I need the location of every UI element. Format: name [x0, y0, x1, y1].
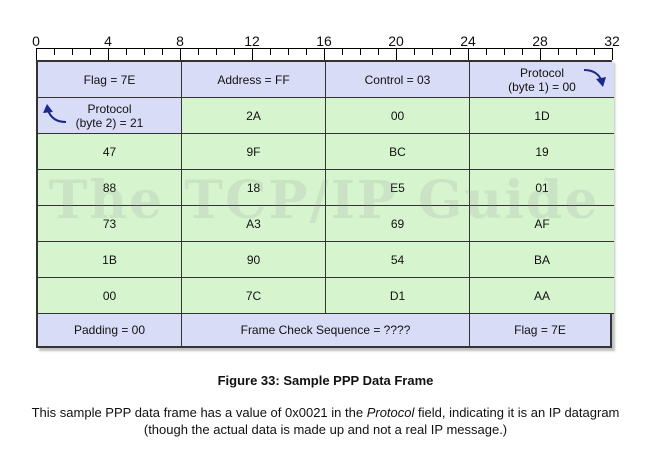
end-flag-field: Flag = 7E [470, 314, 610, 346]
ruler-label-32: 32 [604, 33, 620, 49]
address-field: Address = FF [182, 62, 326, 98]
data-cell: 01 [470, 170, 614, 206]
ruler-tick [270, 48, 271, 55]
ruler-tick [72, 48, 73, 55]
data-cell: 47 [38, 134, 182, 170]
ppp-frame: Flag = 7E Address = FF Control = 03 Prot… [36, 60, 614, 348]
ruler-label-0: 0 [32, 33, 40, 49]
data-cell: 19 [470, 134, 614, 170]
ruler-label-24: 24 [460, 33, 476, 49]
ruler-tick [522, 48, 523, 55]
bit-ruler: 0 4 8 12 16 20 24 28 32 [0, 0, 651, 60]
data-cell: 1B [38, 242, 182, 278]
ruler-tick [486, 48, 487, 55]
data-cell: 2A [182, 98, 326, 134]
data-cell: 9F [182, 134, 326, 170]
data-cell: AF [470, 206, 614, 242]
ruler-label-8: 8 [176, 33, 184, 49]
ruler-tick [540, 48, 541, 60]
data-cell: 18 [182, 170, 326, 206]
ruler-tick [252, 48, 253, 60]
data-cell: BA [470, 242, 614, 278]
protocol-byte2-label: Protocol [87, 101, 132, 116]
protocol-byte2-field: Protocol (byte 2) = 21 [38, 98, 182, 134]
data-cell: 90 [182, 242, 326, 278]
protocol-byte1-field: Protocol (byte 1) = 00 [470, 62, 614, 98]
protocol-byte1-label: Protocol [519, 65, 565, 80]
caption-text-2: field, indicating it is an IP datagram (… [143, 405, 620, 437]
curved-arrow-up-icon [43, 104, 67, 123]
ruler-label-16: 16 [316, 33, 332, 49]
figure-caption: This sample PPP data frame has a value o… [30, 404, 621, 438]
ruler-tick [342, 48, 343, 55]
protocol-byte1-value: (byte 1) = 00 [508, 79, 576, 94]
ruler-tick [612, 48, 613, 60]
ruler-tick [504, 48, 505, 55]
protocol-byte2-value: (byte 2) = 21 [75, 115, 144, 130]
data-cell: BC [326, 134, 470, 170]
ruler-label-20: 20 [388, 33, 404, 49]
ruler-tick [576, 48, 577, 55]
ruler-tick [288, 48, 289, 55]
data-cell: 73 [38, 206, 182, 242]
ruler-label-12: 12 [244, 33, 260, 49]
data-cell: AA [470, 278, 614, 314]
ruler-tick [594, 48, 595, 55]
ruler-tick [468, 48, 469, 60]
ruler-tick [360, 48, 361, 55]
data-cell: 1D [470, 98, 614, 134]
ruler-tick [306, 48, 307, 55]
ruler-tick [216, 48, 217, 55]
ruler-tick [36, 48, 37, 60]
ruler-tick [162, 48, 163, 55]
ruler-tick [378, 48, 379, 55]
flag-field: Flag = 7E [38, 62, 182, 98]
ruler-tick [432, 48, 433, 55]
data-cell: 88 [38, 170, 182, 206]
ruler-tick [234, 48, 235, 55]
padding-field: Padding = 00 [38, 314, 182, 346]
ruler-tick [108, 48, 109, 60]
ruler-tick [180, 48, 181, 60]
ruler-tick [396, 48, 397, 60]
control-field: Control = 03 [326, 62, 470, 98]
figure-title: Figure 33: Sample PPP Data Frame [217, 373, 434, 388]
data-cell: 00 [38, 278, 182, 314]
caption-italic: Protocol [366, 405, 415, 420]
ruler-label-28: 28 [532, 33, 548, 49]
fcs-field: Frame Check Sequence = ???? [182, 314, 470, 346]
ruler-tick [450, 48, 451, 55]
data-cell: D1 [326, 278, 470, 314]
caption-text-1: This sample PPP data frame has a value o… [31, 405, 367, 420]
ruler-tick [324, 48, 325, 60]
data-cell: A3 [182, 206, 326, 242]
ruler-label-4: 4 [104, 33, 112, 49]
ruler-tick [90, 48, 91, 55]
ruler-tick [54, 48, 55, 55]
data-cell: E5 [326, 170, 470, 206]
ruler-tick [144, 48, 145, 55]
ruler-tick [558, 48, 559, 55]
data-cell: 00 [326, 98, 470, 134]
ruler-tick [198, 48, 199, 55]
data-cell: 7C [182, 278, 326, 314]
ruler-tick [414, 48, 415, 55]
data-cell: 69 [326, 206, 470, 242]
ruler-tick [126, 48, 127, 55]
data-cell: 54 [326, 242, 470, 278]
curved-arrow-down-icon [583, 69, 606, 87]
